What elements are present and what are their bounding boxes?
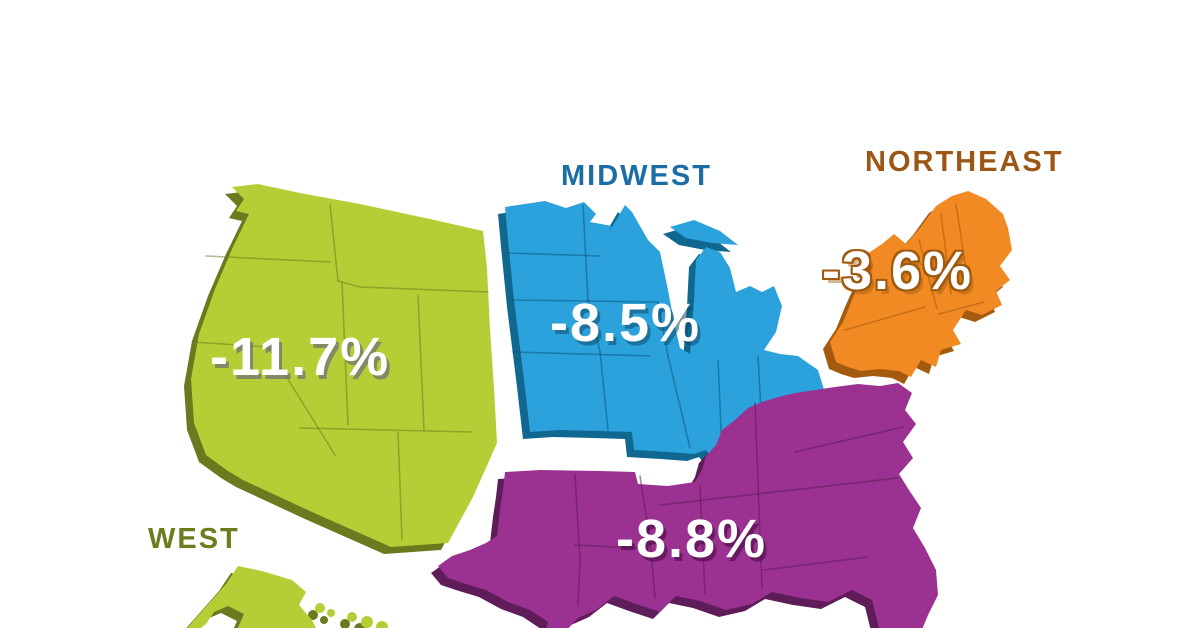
west-region-value: -11.7%	[210, 327, 391, 387]
south-region-value: -8.8%	[616, 509, 768, 569]
west-region-label: WEST	[148, 523, 240, 555]
northeast-region-value: -3.6%	[822, 241, 974, 301]
south-state-borders	[574, 402, 904, 607]
midwest-region[interactable]	[505, 201, 826, 466]
south-region[interactable]	[438, 383, 938, 628]
midwest-region-label: MIDWEST	[561, 160, 712, 192]
hawaii-islands[interactable]	[315, 603, 388, 628]
west-state-borders	[192, 203, 489, 541]
midwest-state-borders	[507, 204, 763, 453]
northeast-state-borders	[844, 203, 985, 331]
midwest-region-value: -8.5%	[550, 293, 702, 353]
michigan-upper-peninsula[interactable]	[670, 220, 738, 245]
alaska-region[interactable]	[184, 566, 318, 628]
northeast-region[interactable]	[830, 191, 1012, 377]
west-region[interactable]	[191, 184, 497, 547]
northeast-region-label: NORTHEAST	[865, 146, 1064, 178]
